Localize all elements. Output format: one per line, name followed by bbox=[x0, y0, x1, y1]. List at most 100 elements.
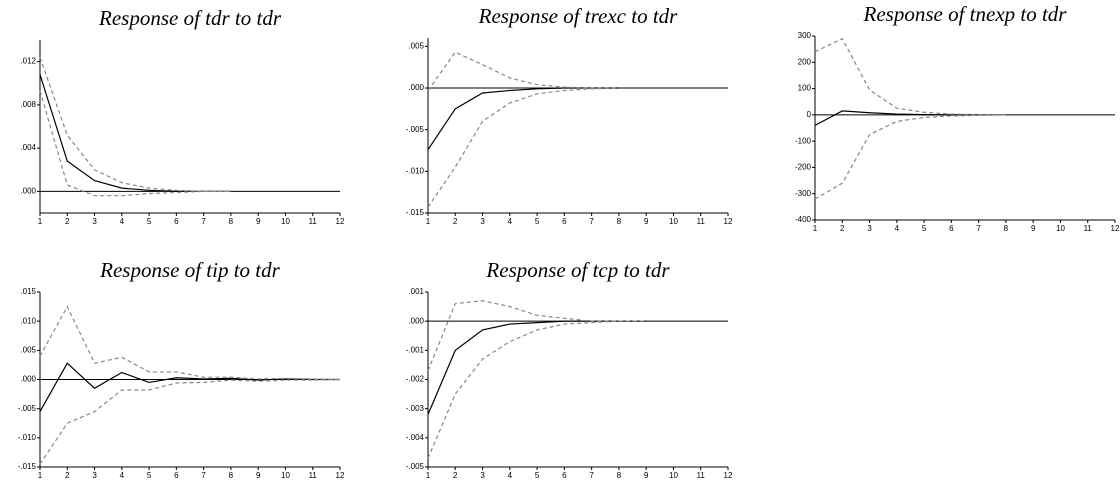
y-tick-label: .008 bbox=[20, 100, 36, 109]
x-tick-label: 10 bbox=[1056, 224, 1065, 233]
x-tick-label: 6 bbox=[174, 471, 179, 480]
x-tick-label: 12 bbox=[1111, 224, 1120, 233]
x-tick-label: 11 bbox=[309, 471, 318, 480]
y-tick-label: -.015 bbox=[406, 208, 425, 217]
response-line bbox=[427, 87, 619, 208]
x-tick-label: 5 bbox=[535, 217, 540, 226]
chart-title: Response of tcp to tdr bbox=[485, 258, 670, 282]
x-tick-label: 10 bbox=[669, 471, 678, 480]
response-line bbox=[39, 90, 231, 197]
response-line bbox=[427, 300, 647, 371]
response-line bbox=[39, 74, 231, 192]
x-tick-label: 7 bbox=[201, 217, 206, 226]
x-tick-label: 2 bbox=[65, 471, 70, 480]
y-tick-label: -.010 bbox=[18, 433, 37, 442]
x-tick-label: 8 bbox=[229, 217, 234, 226]
y-tick-label: .015 bbox=[20, 287, 36, 296]
x-tick-label: 10 bbox=[281, 471, 290, 480]
x-tick-label: 5 bbox=[922, 224, 927, 233]
y-tick-label: -200 bbox=[795, 163, 812, 172]
x-tick-label: 7 bbox=[976, 224, 981, 233]
x-tick-label: 1 bbox=[38, 217, 43, 226]
x-tick-label: 6 bbox=[949, 224, 954, 233]
x-tick-label: 2 bbox=[65, 217, 70, 226]
y-tick-label: .005 bbox=[20, 345, 36, 354]
x-tick-label: 11 bbox=[309, 217, 318, 226]
y-tick-label: .004 bbox=[20, 143, 36, 152]
y-tick-label: -.003 bbox=[406, 404, 425, 413]
response-line bbox=[427, 320, 647, 415]
y-tick-label: .012 bbox=[20, 57, 36, 66]
x-tick-label: 9 bbox=[256, 217, 261, 226]
x-tick-label: 12 bbox=[724, 217, 733, 226]
y-tick-label: -.015 bbox=[18, 462, 37, 471]
x-tick-label: 10 bbox=[281, 217, 290, 226]
x-tick-label: 11 bbox=[697, 217, 706, 226]
y-tick-label: -.004 bbox=[406, 433, 425, 442]
response-line bbox=[39, 305, 341, 381]
x-tick-label: 1 bbox=[38, 471, 43, 480]
x-tick-label: 3 bbox=[480, 471, 485, 480]
response-line bbox=[814, 114, 1006, 200]
x-tick-label: 2 bbox=[453, 471, 458, 480]
x-tick-label: 4 bbox=[895, 224, 900, 233]
y-tick-label: .001 bbox=[408, 287, 424, 296]
y-tick-label: 0 bbox=[807, 110, 812, 119]
x-tick-label: 3 bbox=[480, 217, 485, 226]
response-line bbox=[39, 378, 341, 465]
x-tick-label: 12 bbox=[336, 471, 345, 480]
x-tick-label: 3 bbox=[92, 471, 97, 480]
y-tick-label: -.005 bbox=[18, 404, 37, 413]
y-tick-label: -400 bbox=[795, 215, 812, 224]
x-tick-label: 11 bbox=[697, 471, 706, 480]
x-tick-label: 6 bbox=[562, 471, 567, 480]
y-tick-label: -.001 bbox=[406, 345, 425, 354]
y-tick-label: -300 bbox=[795, 189, 812, 198]
x-tick-label: 9 bbox=[256, 471, 261, 480]
y-tick-label: .005 bbox=[408, 41, 424, 50]
x-tick-label: 9 bbox=[644, 471, 649, 480]
x-tick-label: 9 bbox=[644, 217, 649, 226]
x-tick-label: 4 bbox=[508, 217, 513, 226]
x-tick-label: 5 bbox=[147, 471, 152, 480]
x-tick-label: 3 bbox=[92, 217, 97, 226]
chart-title: Response of tip to tdr bbox=[99, 258, 280, 282]
x-tick-label: 6 bbox=[562, 217, 567, 226]
response-line bbox=[427, 320, 647, 459]
response-line bbox=[427, 87, 619, 151]
x-tick-label: 4 bbox=[508, 471, 513, 480]
y-tick-label: -.010 bbox=[406, 166, 425, 175]
y-tick-label: -.005 bbox=[406, 462, 425, 471]
y-tick-label: .000 bbox=[408, 83, 424, 92]
response-line bbox=[814, 110, 1006, 126]
x-tick-label: 8 bbox=[1004, 224, 1009, 233]
x-tick-label: 8 bbox=[617, 217, 622, 226]
x-tick-label: 2 bbox=[453, 217, 458, 226]
chart-title: Response of trexc to tdr bbox=[478, 4, 679, 28]
x-tick-label: 7 bbox=[589, 217, 594, 226]
y-tick-label: .000 bbox=[20, 186, 36, 195]
x-tick-label: 2 bbox=[840, 224, 845, 233]
y-tick-label: 100 bbox=[798, 84, 812, 93]
x-tick-label: 7 bbox=[589, 471, 594, 480]
y-tick-label: -.005 bbox=[406, 125, 425, 134]
x-tick-label: 6 bbox=[174, 217, 179, 226]
response-line bbox=[39, 362, 340, 412]
y-tick-label: 300 bbox=[798, 31, 812, 40]
x-tick-label: 1 bbox=[813, 224, 818, 233]
y-tick-label: 200 bbox=[798, 57, 812, 66]
x-tick-label: 10 bbox=[669, 217, 678, 226]
x-tick-label: 4 bbox=[120, 471, 125, 480]
x-tick-label: 8 bbox=[229, 471, 234, 480]
x-tick-label: 1 bbox=[426, 217, 431, 226]
x-tick-label: 11 bbox=[1084, 224, 1093, 233]
x-tick-label: 9 bbox=[1031, 224, 1036, 233]
x-tick-label: 5 bbox=[535, 471, 540, 480]
y-tick-label: .000 bbox=[20, 375, 36, 384]
x-tick-label: 7 bbox=[201, 471, 206, 480]
x-tick-label: 4 bbox=[120, 217, 125, 226]
x-tick-label: 5 bbox=[147, 217, 152, 226]
response-line bbox=[427, 51, 619, 91]
y-tick-label: .010 bbox=[20, 316, 36, 325]
